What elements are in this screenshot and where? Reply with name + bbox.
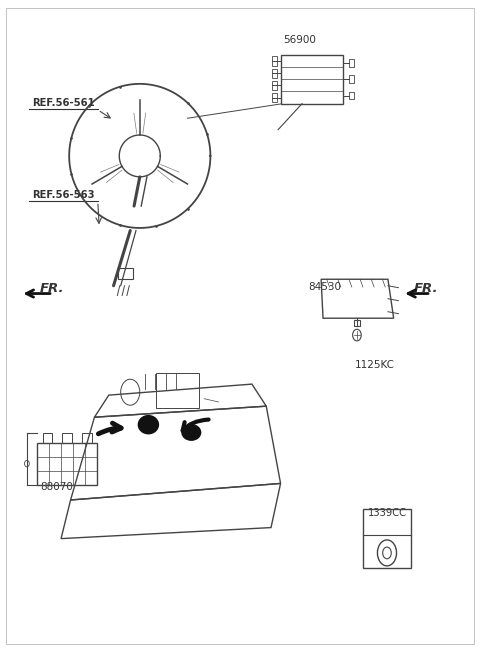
Bar [83, 434, 92, 443]
Bar [281, 55, 343, 104]
Text: 84530: 84530 [309, 282, 341, 292]
Text: REF.56-563: REF.56-563 [32, 190, 95, 200]
Bar [272, 93, 277, 102]
Ellipse shape [138, 415, 159, 434]
Text: 1125KC: 1125KC [355, 359, 395, 370]
Text: REF.56-561: REF.56-561 [32, 98, 95, 108]
Bar [363, 509, 411, 567]
Bar [349, 92, 354, 99]
Ellipse shape [181, 424, 201, 441]
Bar [272, 81, 277, 90]
Bar [272, 68, 277, 78]
Bar [349, 76, 354, 83]
Bar [349, 59, 354, 67]
Text: 56900: 56900 [283, 35, 316, 46]
Bar [43, 434, 52, 443]
Bar [354, 319, 360, 326]
Bar [37, 443, 97, 484]
Bar [62, 434, 72, 443]
Text: 1339CC: 1339CC [368, 507, 407, 518]
Text: FR.: FR. [414, 282, 439, 295]
Bar [272, 57, 277, 66]
Bar [118, 267, 132, 279]
Bar [156, 373, 199, 408]
Text: 88070: 88070 [40, 482, 73, 492]
Text: FR.: FR. [39, 282, 64, 295]
